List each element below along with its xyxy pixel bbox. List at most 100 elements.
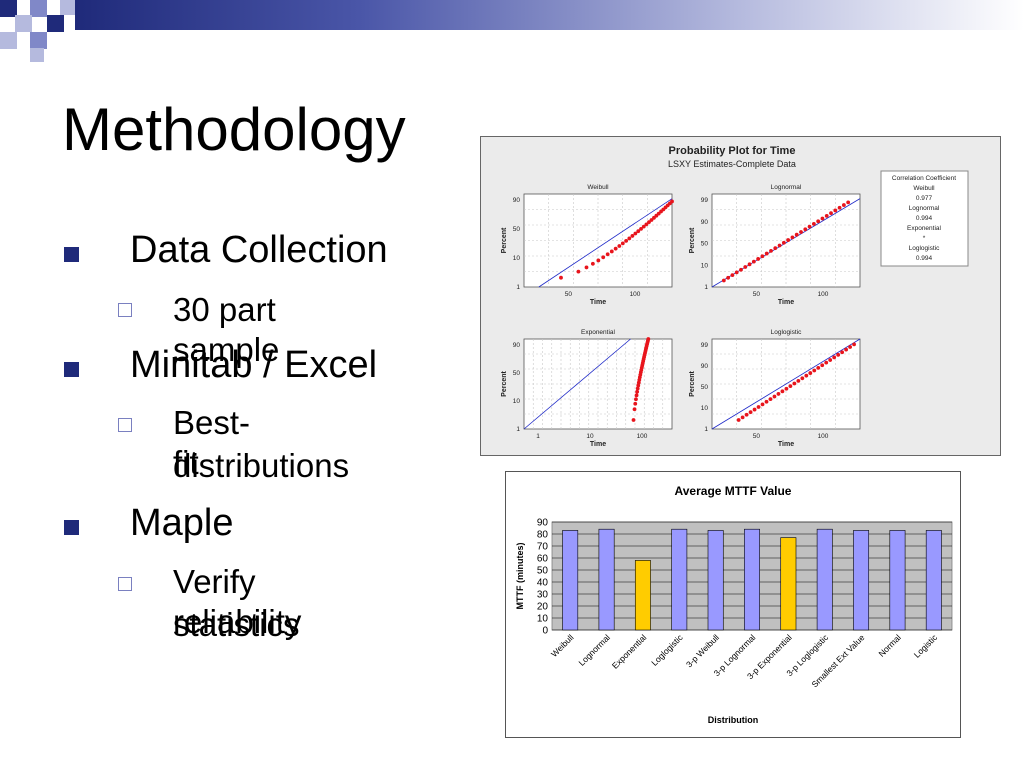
bar-3-p-weibull	[707, 530, 724, 631]
plot-point	[756, 405, 761, 409]
bullet-minitab-excel: Minitab / Excel	[130, 344, 378, 386]
plot-point	[647, 220, 651, 225]
prob-plot-subtitle: LSXY Estimates-Complete Data	[668, 159, 796, 169]
plot-point	[584, 265, 589, 270]
plot-point	[764, 399, 769, 404]
y-tick-label: 40	[537, 578, 549, 589]
panel-name: Loglogistic	[771, 329, 802, 336]
legend-line: 0.977	[916, 195, 933, 202]
y-tick-label: 1	[516, 284, 520, 291]
y-tick-label: 10	[513, 398, 521, 405]
y-tick-label: 90	[701, 363, 709, 370]
bar-smallest-ext-value	[853, 530, 870, 631]
plot-point	[824, 213, 829, 218]
panel-exponential: Exponential 90 50 10 1 1 10 100 Time Percent	[501, 329, 673, 448]
legend-line: 0.994	[916, 255, 933, 262]
plot-point	[644, 222, 649, 227]
panel-name: Weibull	[587, 184, 609, 191]
plot-point	[773, 246, 778, 251]
plot-point	[811, 222, 816, 226]
plot-point	[635, 386, 640, 391]
y-tick-label: 50	[513, 226, 521, 233]
bar-exponential	[634, 560, 651, 631]
x-axis-label: Time	[778, 441, 794, 448]
plot-point	[848, 345, 852, 349]
plot-point	[613, 246, 618, 251]
corner-square-6	[30, 32, 47, 49]
y-tick-label: 80	[537, 530, 549, 541]
bar-chart-ylabel: MTTF (minutes)	[515, 543, 525, 610]
fit-line	[523, 338, 631, 430]
y-axis-label: Percent	[689, 370, 696, 396]
plot-point	[756, 257, 761, 261]
y-tick-label: 50	[701, 384, 709, 391]
fit-line	[538, 198, 673, 288]
plot-point	[641, 224, 646, 229]
plot-point	[790, 235, 795, 240]
plot-point	[794, 232, 799, 237]
plot-point	[730, 273, 735, 278]
plot-point	[596, 258, 601, 263]
plot-point	[829, 211, 833, 216]
x-tick-label: 50	[565, 291, 573, 298]
panel-weibull: Weibull 90 50 10 1 50 100 Time Percent	[501, 184, 674, 306]
plot-point	[609, 249, 614, 254]
x-tick-label: 10	[586, 433, 594, 440]
bar-chart-xlabel: Distribution	[708, 715, 759, 725]
y-axis-label: Percent	[689, 227, 696, 253]
plot-point	[726, 275, 731, 280]
plot-point	[639, 226, 643, 231]
y-tick-label: 1	[704, 284, 708, 291]
legend-line: Weibull	[913, 185, 935, 192]
plot-point	[590, 261, 595, 266]
bullet-square-icon	[64, 362, 79, 377]
plot-point	[841, 203, 846, 207]
plot-point	[772, 394, 777, 399]
corner-square-8	[30, 48, 44, 62]
y-tick-label: 99	[701, 342, 709, 349]
y-tick-label: 1	[704, 426, 708, 433]
plot-point	[788, 384, 793, 389]
plot-point	[734, 270, 739, 275]
plot-point	[769, 248, 773, 253]
y-tick-label: 60	[537, 554, 549, 565]
plot-point	[784, 386, 789, 391]
plot-point	[634, 393, 639, 398]
plot-point	[559, 275, 563, 280]
bar-chart-title: Average MTTF Value	[675, 484, 792, 498]
probability-plot-figure: Probability Plot for Time LSXY Estimates…	[480, 136, 1001, 456]
x-axis-label: Time	[590, 299, 606, 306]
plot-point	[624, 238, 629, 243]
sub-bullet-sample: 30 part sample	[173, 291, 280, 368]
plot-point	[808, 371, 813, 375]
plot-point	[631, 418, 636, 422]
plot-point	[768, 397, 773, 402]
plot-point	[617, 244, 622, 248]
plot-point	[837, 205, 842, 210]
plot-point	[751, 259, 756, 264]
plot-point	[605, 252, 610, 257]
bullet-maple: Maple	[130, 502, 234, 544]
y-tick-label: 20	[537, 602, 549, 613]
panel-name: Lognormal	[771, 184, 802, 191]
y-tick-label: 0	[542, 626, 548, 637]
panel-loglogistic: Loglogistic 99 90 50 10 1 50 100 Time Percent	[689, 329, 861, 448]
plot-point	[799, 230, 803, 234]
panel-lognormal: Lognormal 99 90 50 10 1 50 100 Time Percent	[689, 184, 861, 306]
plot-point	[576, 269, 581, 274]
legend-line: 0.994	[916, 215, 933, 222]
plot-point	[804, 373, 809, 378]
bar-3-p-exponential	[780, 537, 797, 631]
plot-point	[633, 231, 638, 236]
y-tick-label: 70	[537, 542, 549, 553]
corner-square-3	[15, 15, 32, 32]
bar-loglogistic	[671, 528, 688, 631]
plot-point	[620, 241, 625, 246]
plot-point	[786, 238, 791, 242]
x-tick-label: 100	[637, 433, 648, 440]
plot-point	[764, 251, 769, 256]
bar-logistic	[925, 530, 942, 631]
plot-point	[635, 389, 640, 394]
sub-bullet-box-icon	[118, 418, 132, 432]
x-tick-label: 50	[753, 291, 761, 298]
